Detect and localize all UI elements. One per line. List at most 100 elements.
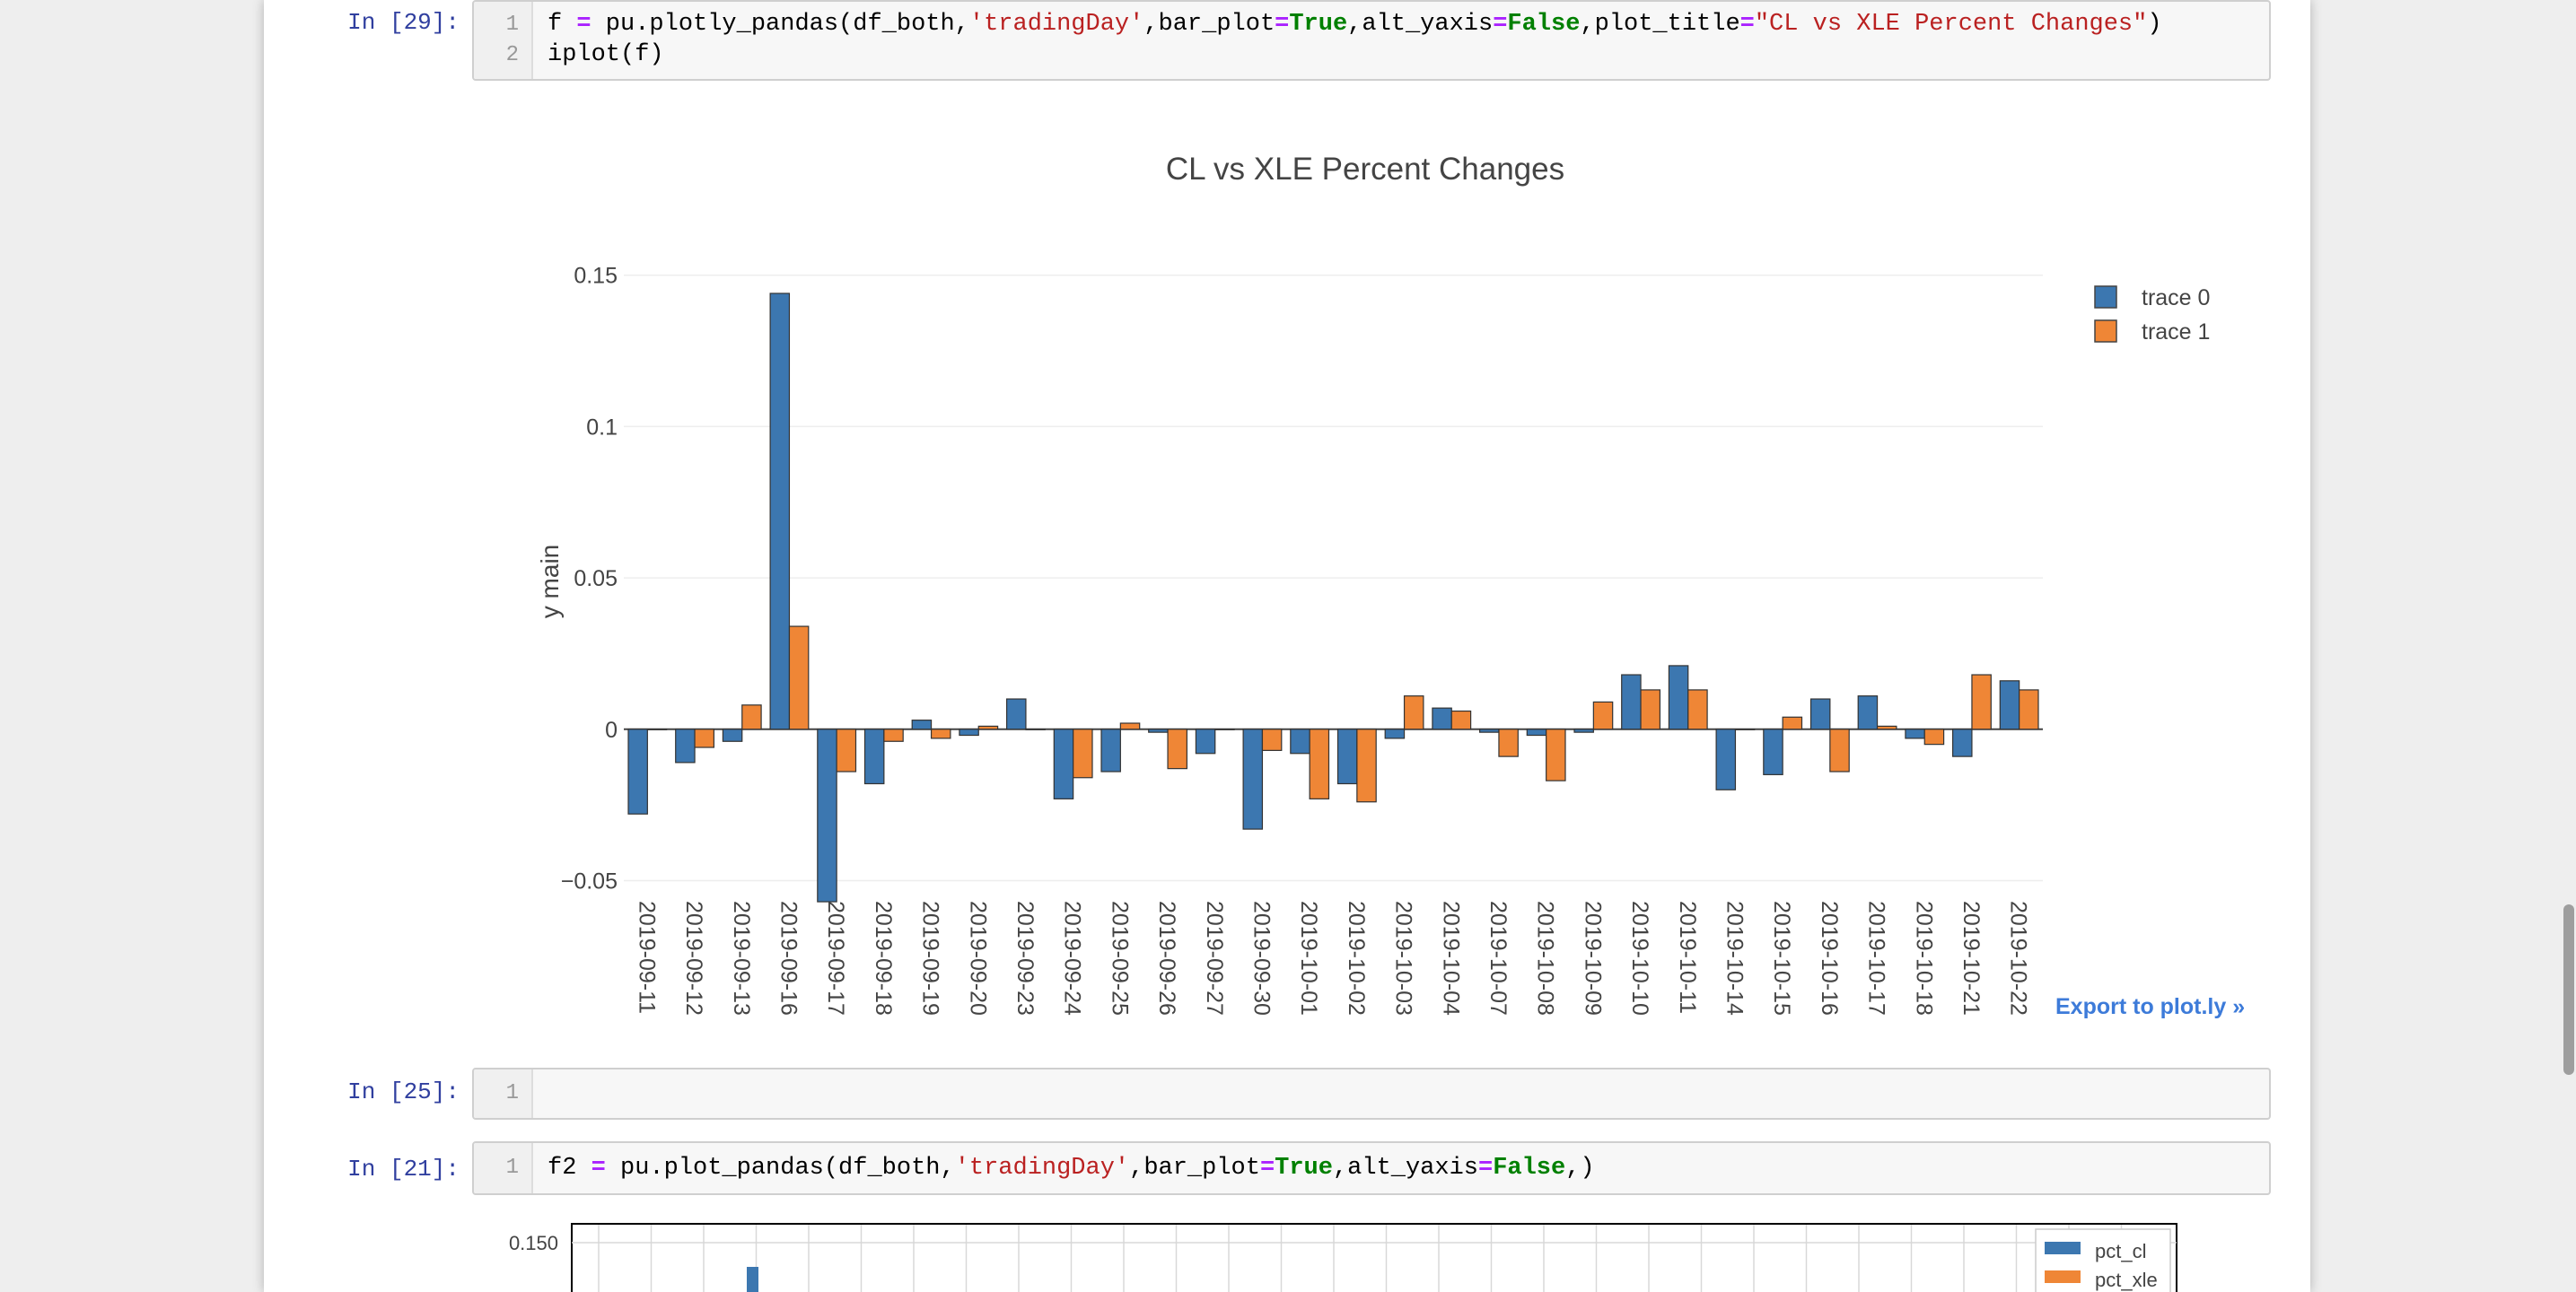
- y-tick-label: −0.05: [561, 869, 618, 894]
- code-cell-input[interactable]: 1: [472, 1068, 2271, 1120]
- code-token: True: [1289, 11, 1348, 38]
- bar-trace-1-2019-09-18[interactable]: [883, 729, 904, 742]
- bar-trace-0-2019-09-17[interactable]: [817, 729, 837, 903]
- bar-trace-0-2019-09-13[interactable]: [722, 729, 743, 742]
- code-line[interactable]: iplot(f): [548, 41, 664, 68]
- code-cell-input[interactable]: 1 2 f = pu.plotly_pandas(df_both,'tradin…: [472, 0, 2271, 81]
- code-token: =: [1739, 11, 1755, 38]
- cell-prompt: In [21]:: [347, 1156, 460, 1183]
- bar-trace-1-2019-10-09[interactable]: [1592, 701, 1614, 730]
- bar-trace-1-2019-09-24[interactable]: [1073, 729, 1093, 779]
- code-token: ,alt_yaxis: [1347, 11, 1494, 38]
- bar-trace-1-2019-10-16[interactable]: [1829, 729, 1850, 773]
- code-token: False: [1507, 11, 1581, 38]
- bar-trace-1-2019-09-17[interactable]: [836, 729, 857, 773]
- bar-trace-1-2019-09-26[interactable]: [1167, 729, 1187, 770]
- bar-trace-0-2019-09-20[interactable]: [959, 729, 979, 737]
- bar-trace-1-2019-09-13[interactable]: [741, 704, 762, 730]
- bar-trace-1-2019-10-10[interactable]: [1640, 689, 1660, 730]
- x-tick-label: 2019-10-04: [1438, 901, 1463, 1016]
- bar-trace-0-2019-09-24[interactable]: [1053, 729, 1074, 799]
- bar-trace-0-2019-10-14[interactable]: [1715, 729, 1737, 790]
- bar-trace-1-2019-09-25[interactable]: [1119, 722, 1141, 730]
- bar-trace-1-2019-10-14[interactable]: [1734, 729, 1756, 730]
- x-tick-label: 2019-10-21: [1958, 901, 1984, 1016]
- code-token: True: [1275, 1155, 1333, 1182]
- code-token: ,bar_plot: [1143, 11, 1275, 38]
- x-tick-label: 2019-09-26: [1154, 901, 1179, 1016]
- cell-prompt: In [29]:: [347, 9, 460, 36]
- bar-trace-0-2019-10-02[interactable]: [1336, 729, 1358, 785]
- x-tick-label: 2019-10-02: [1344, 901, 1369, 1016]
- legend-label-trace-1[interactable]: trace 1: [2142, 319, 2210, 345]
- bar-trace-0-2019-10-04[interactable]: [1432, 707, 1452, 730]
- bar-trace-0-2019-09-18[interactable]: [863, 729, 885, 785]
- x-tick-label: 2019-10-22: [2006, 901, 2031, 1016]
- legend-swatch-trace-1: [2094, 319, 2117, 343]
- bar-trace-0-2019-10-11[interactable]: [1668, 665, 1689, 730]
- code-token: ,alt_yaxis: [1332, 1155, 1478, 1182]
- bar-trace-1-2019-10-18[interactable]: [1923, 729, 1945, 746]
- bar-trace-1-2019-09-19[interactable]: [930, 729, 951, 739]
- bar-trace-1-2019-10-15[interactable]: [1782, 716, 1803, 730]
- code-token: =: [1275, 11, 1290, 38]
- bar-trace-1-2019-10-21[interactable]: [1971, 674, 1992, 730]
- bar-trace-1-2019-09-30[interactable]: [1261, 729, 1283, 751]
- bar-trace-0-2019-09-30[interactable]: [1242, 729, 1264, 830]
- bar-trace-0-2019-09-12[interactable]: [675, 729, 696, 764]
- code-token: ,plot_title: [1580, 11, 1740, 38]
- vertical-scrollbar[interactable]: [2563, 904, 2574, 1075]
- bar-trace-0-2019-10-16[interactable]: [1809, 698, 1831, 730]
- legend-label-trace-0[interactable]: trace 0: [2142, 285, 2210, 310]
- plotly-bar-chart[interactable]: CL vs XLE Percent Changes 0.15 0.1 0.05 0 −0…: [0, 0, 2576, 1059]
- bar-trace-0-2019-10-01[interactable]: [1290, 729, 1310, 755]
- x-axis-ticks: 2019-09-11 2019-09-12 2019-09-13 2019-09-16…: [634, 901, 2030, 1016]
- bar-trace-1-2019-10-17[interactable]: [1876, 725, 1897, 730]
- bar-trace-1-2019-10-04[interactable]: [1450, 710, 1472, 730]
- bar-trace-0-2019-10-17[interactable]: [1857, 695, 1879, 730]
- bar-trace-0-2019-10-21[interactable]: [1952, 729, 1973, 757]
- bar-trace-0-2019-09-11[interactable]: [627, 729, 648, 815]
- bar-trace-0-2019-10-08[interactable]: [1526, 729, 1547, 737]
- bar-trace-1-2019-10-03[interactable]: [1403, 695, 1424, 730]
- bar-layer: [627, 292, 2039, 903]
- chart-legend[interactable]: trace 0 trace 1: [2094, 285, 2210, 345]
- code-line[interactable]: f2 = pu.plot_pandas(df_both,'tradingDay'…: [548, 1155, 1595, 1182]
- line-number-gutter: 1 2: [474, 2, 533, 79]
- bar-trace-1-2019-10-02[interactable]: [1356, 729, 1377, 803]
- bar-trace-0-2019-09-16[interactable]: [769, 292, 791, 730]
- code-token: ,bar_plot: [1129, 1155, 1260, 1182]
- bar-trace-1-2019-09-27[interactable]: [1214, 729, 1235, 730]
- bar-trace-1-2019-09-23[interactable]: [1025, 729, 1046, 730]
- line-number: 1: [505, 1156, 519, 1180]
- bar-trace-1-2019-09-20[interactable]: [977, 725, 999, 730]
- x-tick-label: 2019-10-17: [1864, 901, 1889, 1016]
- bar-trace-0-2019-10-15[interactable]: [1763, 729, 1783, 775]
- x-tick-label: 2019-10-07: [1485, 901, 1511, 1016]
- bar-trace-0-2019-10-22[interactable]: [1999, 680, 2020, 730]
- bar-trace-0-2019-09-25[interactable]: [1100, 729, 1121, 773]
- bar-trace-1-2019-09-16[interactable]: [788, 625, 810, 730]
- bar-trace-0-2019-09-19[interactable]: [911, 720, 933, 730]
- bar-trace-1-2019-09-11[interactable]: [646, 729, 668, 730]
- cell-prompt: In [25]:: [347, 1078, 460, 1105]
- bar-trace-0-2019-10-03[interactable]: [1384, 729, 1406, 739]
- line-number: 1: [505, 1081, 519, 1105]
- bar-trace-1-2019-10-01[interactable]: [1309, 729, 1330, 799]
- bar-trace-0-2019-10-09[interactable]: [1573, 729, 1594, 733]
- y-tick-label: 0.15: [574, 264, 618, 289]
- code-cell-input[interactable]: 1 f2 = pu.plot_pandas(df_both,'tradingDa…: [472, 1141, 2271, 1195]
- bar-trace-1-2019-10-08[interactable]: [1546, 729, 1566, 781]
- bar-trace-1-2019-10-07[interactable]: [1498, 729, 1519, 757]
- bar-trace-0-2019-10-07[interactable]: [1479, 729, 1500, 733]
- bar-trace-0-2019-09-27[interactable]: [1195, 729, 1216, 755]
- bar-trace-0-2019-10-10[interactable]: [1621, 674, 1642, 730]
- export-to-plotly-link[interactable]: Export to plot.ly »: [2055, 994, 2246, 1019]
- bar-trace-1-2019-10-22[interactable]: [2019, 689, 2039, 730]
- bar-trace-1-2019-09-12[interactable]: [694, 729, 714, 748]
- code-line[interactable]: f = pu.plotly_pandas(df_both,'tradingDay…: [548, 11, 2162, 38]
- bar-trace-0-2019-10-18[interactable]: [1905, 729, 1925, 739]
- bar-trace-0-2019-09-23[interactable]: [1006, 698, 1027, 730]
- bar-trace-1-2019-10-11[interactable]: [1687, 689, 1708, 730]
- bar-trace-0-2019-09-26[interactable]: [1148, 729, 1169, 733]
